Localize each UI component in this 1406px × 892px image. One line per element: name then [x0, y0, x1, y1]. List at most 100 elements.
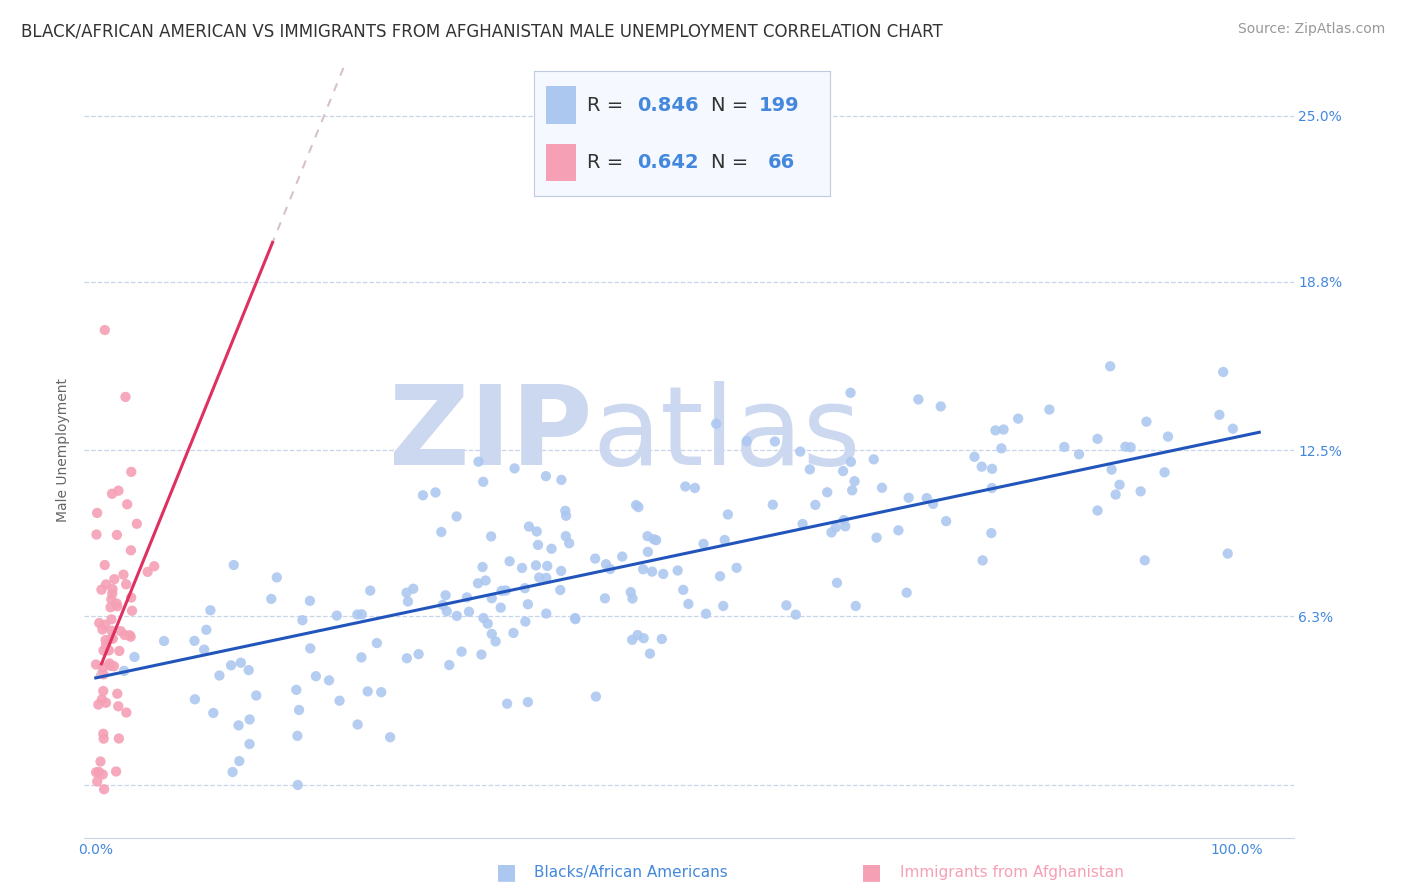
Point [472, 611, 495, 625]
Point [101, 587, 124, 601]
Point [357, 684, 380, 698]
Point [124, 650, 146, 665]
Point [534, 469, 557, 483]
Point [395, 651, 418, 665]
Point [105, 599, 128, 614]
Point [980, 481, 1002, 495]
Point [110, 624, 132, 639]
Point [105, 687, 128, 701]
Point [621, 632, 644, 647]
Point [120, 465, 142, 479]
Text: Source: ZipAtlas.com: Source: ZipAtlas.com [1237, 22, 1385, 37]
Point [599, 562, 621, 576]
Point [436, 604, 458, 618]
Point [491, 583, 513, 598]
Point [527, 538, 550, 552]
Point [550, 473, 572, 487]
Text: N =: N = [711, 153, 755, 172]
Point [825, 575, 848, 590]
Point [412, 488, 434, 502]
Point [1038, 402, 1060, 417]
Point [865, 531, 887, 545]
Point [550, 564, 572, 578]
Point [651, 632, 673, 646]
Point [1067, 447, 1090, 461]
Point [238, 663, 260, 677]
Point [1007, 411, 1029, 425]
Point [266, 570, 288, 584]
Point [1135, 415, 1157, 429]
Point [378, 730, 401, 744]
Point [467, 455, 489, 469]
Point [993, 423, 1015, 437]
Point [221, 764, 243, 779]
Point [536, 558, 558, 573]
Point [208, 668, 231, 682]
Point [288, 703, 311, 717]
Point [328, 694, 350, 708]
Point [93, 782, 115, 797]
Point [100, 600, 122, 615]
Point [695, 607, 717, 621]
Point [915, 491, 938, 505]
Point [963, 450, 986, 464]
Point [555, 508, 578, 523]
Point [1114, 440, 1136, 454]
Point [515, 615, 537, 629]
Point [524, 558, 547, 573]
Point [86, 527, 108, 541]
Point [120, 543, 142, 558]
Point [907, 392, 929, 407]
Point [94, 323, 117, 337]
Point [839, 455, 862, 469]
Point [762, 498, 785, 512]
Point [839, 385, 862, 400]
Point [228, 754, 250, 768]
Point [434, 588, 457, 602]
Point [627, 500, 650, 514]
Point [620, 585, 643, 599]
Point [489, 600, 512, 615]
Text: N =: N = [711, 95, 755, 114]
Point [704, 417, 727, 431]
Point [844, 474, 866, 488]
Point [498, 554, 520, 568]
Point [972, 553, 994, 567]
Point [935, 514, 957, 528]
Point [91, 727, 114, 741]
Point [1101, 462, 1123, 476]
Point [100, 624, 122, 638]
Point [94, 617, 117, 632]
Point [432, 598, 454, 612]
Point [1216, 547, 1239, 561]
Point [1129, 484, 1152, 499]
Point [86, 774, 108, 789]
Point [94, 577, 117, 591]
Point [472, 475, 495, 489]
Point [558, 536, 581, 550]
Point [346, 717, 368, 731]
Point [287, 778, 309, 792]
Point [183, 633, 205, 648]
Point [90, 692, 112, 706]
Point [824, 520, 846, 534]
Point [229, 656, 252, 670]
Point [105, 764, 128, 779]
Point [94, 638, 117, 652]
Point [100, 659, 122, 673]
Point [897, 491, 920, 505]
Point [91, 767, 114, 781]
Point [637, 545, 659, 559]
Point [775, 599, 797, 613]
Point [1104, 487, 1126, 501]
Point [481, 591, 503, 606]
Point [103, 572, 125, 586]
Point [1212, 365, 1234, 379]
Point [540, 541, 562, 556]
Point [89, 755, 111, 769]
Point [105, 528, 128, 542]
Point [970, 459, 993, 474]
Point [200, 603, 222, 617]
Point [678, 597, 700, 611]
Point [87, 698, 110, 712]
